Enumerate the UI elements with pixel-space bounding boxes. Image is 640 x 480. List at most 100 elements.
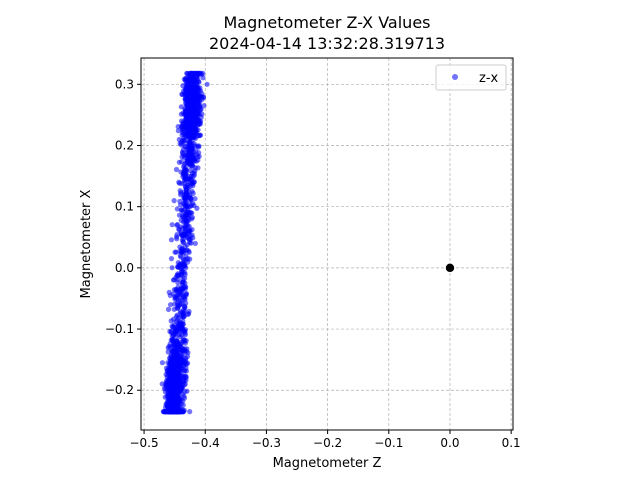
data-point: [165, 397, 171, 403]
data-point: [183, 265, 189, 271]
data-points: [159, 70, 210, 415]
legend-marker: [452, 74, 458, 80]
data-point: [165, 306, 172, 312]
data-point: [191, 156, 197, 162]
data-point: [179, 180, 185, 187]
data-point: [186, 75, 193, 81]
data-point: [174, 338, 180, 344]
data-point: [180, 385, 186, 391]
data-point: [182, 243, 188, 249]
y-tick-label: 0.3: [115, 77, 134, 91]
data-point: [187, 409, 193, 415]
data-point: [169, 222, 175, 228]
data-point: [185, 102, 191, 108]
data-point: [185, 109, 191, 115]
data-point: [182, 106, 188, 112]
data-point: [197, 98, 203, 105]
data-point: [178, 231, 184, 237]
data-point: [184, 211, 191, 217]
data-point: [189, 123, 195, 129]
data-point: [174, 389, 181, 395]
data-point: [179, 281, 185, 288]
data-point: [184, 147, 190, 153]
data-point: [200, 94, 207, 100]
data-point: [174, 206, 180, 212]
data-point: [175, 279, 181, 285]
data-point: [171, 277, 177, 283]
data-point: [186, 142, 192, 149]
data-point: [175, 260, 181, 266]
data-point: [187, 204, 193, 210]
legend-box: [435, 64, 507, 91]
data-point: [178, 291, 185, 298]
data-point: [172, 326, 179, 333]
data-point: [187, 130, 193, 137]
data-point: [182, 219, 188, 225]
data-point: [171, 287, 177, 293]
data-point: [164, 409, 170, 415]
data-point: [159, 360, 166, 366]
data-point: [171, 306, 177, 312]
data-point: [166, 289, 172, 295]
data-point: [192, 98, 198, 105]
data-point: [167, 344, 174, 350]
data-point: [190, 106, 196, 112]
data-point: [179, 323, 185, 329]
data-point: [168, 237, 175, 243]
x-axis-ticks: −0.5 −0.4 −0.3 −0.2 −0.1 0.0 0.1: [129, 430, 521, 450]
data-point: [187, 228, 193, 234]
data-point: [192, 135, 199, 142]
data-point: [180, 348, 187, 354]
data-point: [186, 223, 192, 229]
data-point: [175, 271, 181, 277]
data-point: [179, 127, 185, 133]
data-point: [192, 196, 198, 202]
y-axis-ticks: −0.2 −0.1 0.0 0.1 0.2 0.3: [105, 77, 141, 397]
data-point: [168, 329, 174, 336]
data-point: [179, 268, 185, 274]
data-point: [172, 249, 178, 255]
data-point: [198, 71, 205, 78]
data-point: [180, 120, 186, 127]
data-point: [180, 336, 187, 342]
y-tick-label: 0.2: [115, 138, 134, 152]
data-point: [168, 256, 175, 262]
data-point: [185, 311, 191, 317]
data-point: [165, 384, 171, 390]
data-point: [191, 152, 197, 158]
plot-area-frame: [140, 57, 514, 431]
data-point: [183, 91, 189, 98]
data-point: [174, 409, 180, 415]
data-point: [177, 192, 184, 198]
data-point: [181, 308, 188, 314]
data-point: [196, 133, 202, 139]
data-point: [196, 143, 202, 149]
y-axis-label: Magnetometer X: [79, 189, 94, 298]
data-point: [184, 388, 190, 394]
data-point: [187, 167, 193, 173]
data-point: [181, 152, 187, 158]
data-point: [183, 377, 189, 383]
data-point: [187, 158, 193, 164]
data-point: [168, 359, 174, 365]
data-point: [191, 86, 197, 92]
x-tick-label: −0.1: [374, 436, 403, 450]
data-point: [174, 231, 180, 238]
data-point: [177, 248, 183, 254]
x-tick-label: 0.0: [440, 436, 459, 450]
data-point: [178, 301, 184, 308]
chart-title: Magnetometer Z-X Values: [224, 13, 431, 32]
data-point: [183, 291, 189, 297]
chart-subtitle: 2024-04-14 13:32:28.319713: [209, 34, 445, 53]
data-point: [188, 197, 194, 203]
data-point: [167, 302, 174, 308]
data-point: [168, 318, 174, 324]
data-point: [186, 116, 192, 122]
legend-label: z-x: [479, 71, 499, 86]
data-point: [175, 124, 181, 130]
x-tick-label: −0.2: [313, 436, 342, 450]
data-point: [187, 96, 193, 102]
data-point: [172, 295, 179, 301]
data-point: [189, 163, 195, 169]
